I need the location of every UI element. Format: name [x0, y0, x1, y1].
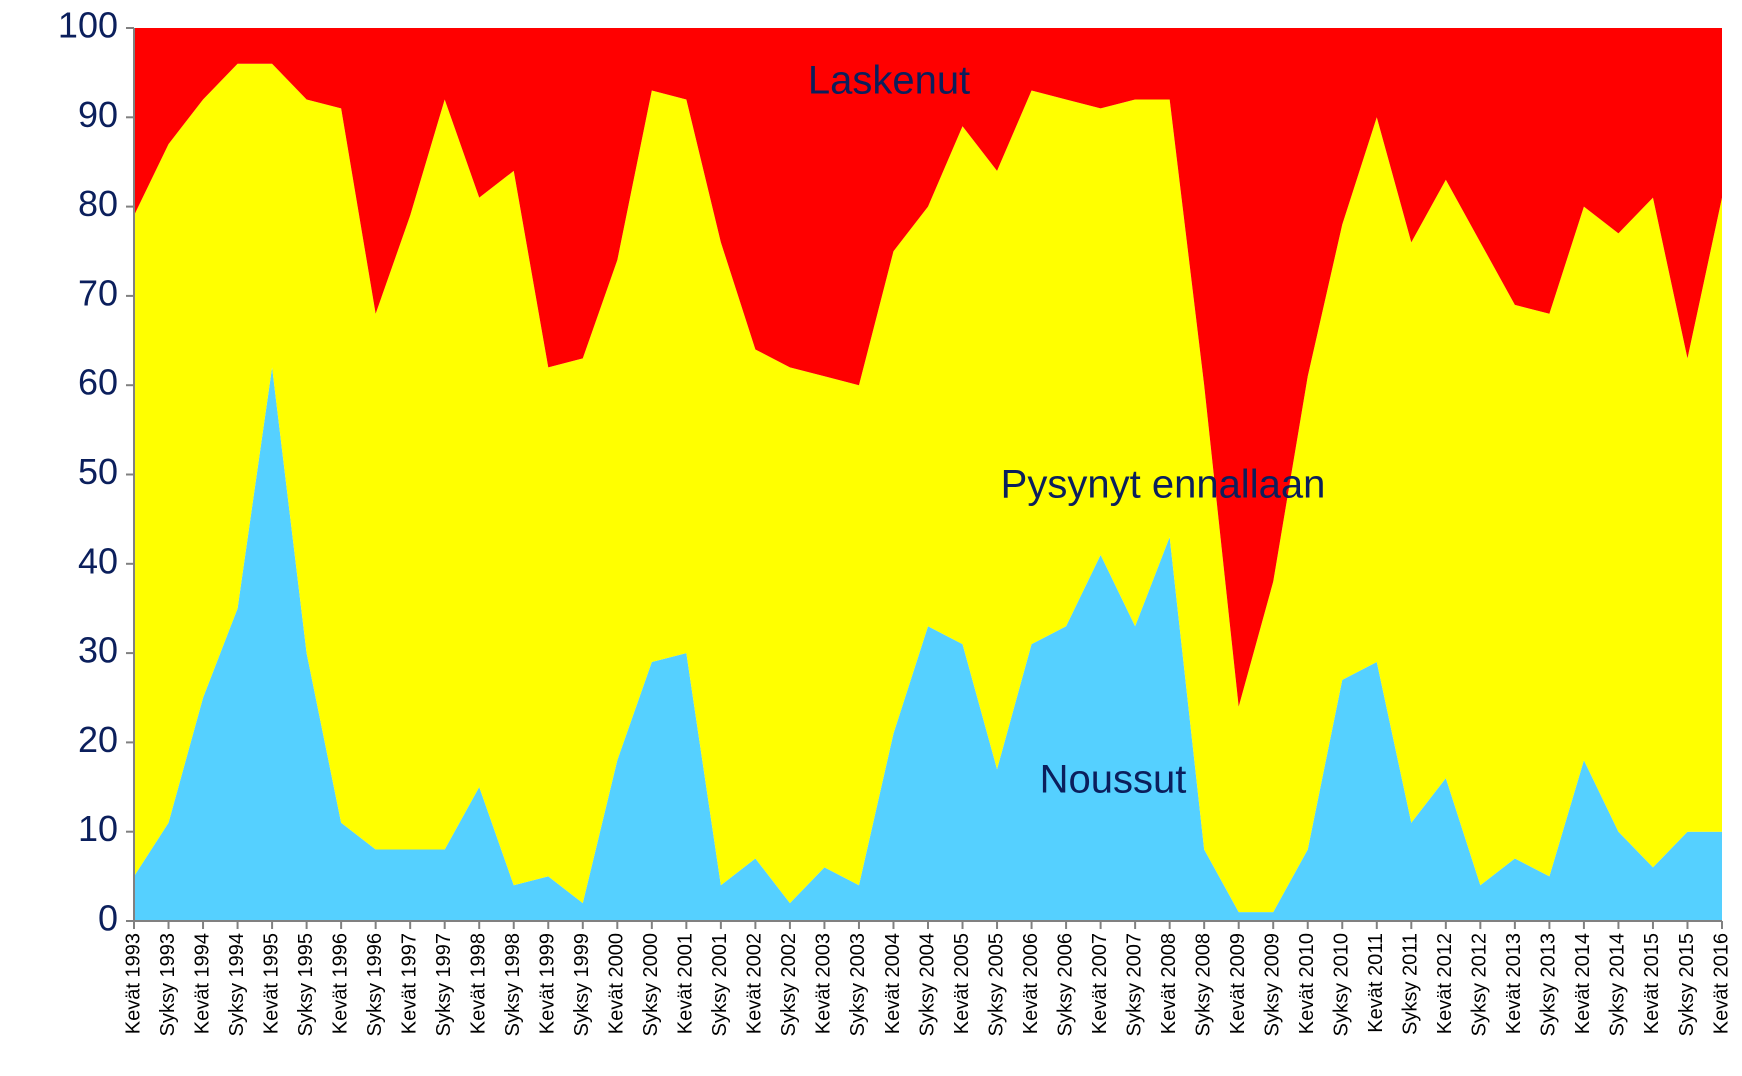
x-tick-label: Syksy 2008 [1192, 933, 1214, 1036]
x-tick-label: Syksy 1994 [226, 933, 248, 1036]
x-tick-label: Kevät 2005 [951, 933, 973, 1034]
x-tick-label: Syksy 2002 [778, 933, 800, 1036]
y-tick-label: 10 [78, 808, 118, 849]
x-tick-label: Syksy 2004 [916, 933, 938, 1036]
x-tick-label: Kevät 2001 [675, 933, 697, 1034]
x-tick-label: Kevät 2015 [1641, 933, 1663, 1034]
x-tick-label: Kevät 1993 [122, 933, 144, 1034]
area-label: Laskenut [808, 59, 970, 103]
x-tick-label: Syksy 2009 [1261, 933, 1283, 1036]
x-tick-label: Kevät 2003 [813, 933, 835, 1034]
x-tick-label: Kevät 1998 [467, 933, 489, 1034]
y-tick-label: 80 [78, 183, 118, 224]
x-tick-label: Syksy 1996 [364, 933, 386, 1036]
y-tick-label: 50 [78, 451, 118, 492]
x-tick-label: Syksy 2001 [709, 933, 731, 1036]
y-tick-label: 30 [78, 630, 118, 671]
x-tick-label: Syksy 1997 [433, 933, 455, 1036]
area [134, 28, 1722, 707]
x-tick-label: Syksy 1993 [157, 933, 179, 1036]
x-tick-label: Kevät 2011 [1365, 933, 1387, 1033]
y-tick-label: 0 [98, 898, 118, 939]
x-tick-label: Syksy 2012 [1469, 933, 1491, 1036]
y-tick-label: 20 [78, 719, 118, 760]
x-tick-label: Kevät 2009 [1227, 933, 1249, 1034]
x-tick-label: Kevät 2000 [606, 933, 628, 1034]
y-tick-label: 70 [78, 272, 118, 313]
x-tick-label: Kevät 1999 [537, 933, 559, 1034]
x-tick-label: Kevät 2016 [1710, 933, 1732, 1034]
area [134, 367, 1722, 922]
x-tick-label: Kevät 1997 [398, 933, 420, 1034]
x-tick-label: Syksy 2003 [847, 933, 869, 1036]
y-tick-label: 90 [78, 94, 118, 135]
x-tick-label: Syksy 1998 [502, 933, 524, 1036]
area-label: Noussut [1040, 758, 1187, 802]
x-tick-label: Syksy 2005 [985, 933, 1007, 1036]
x-tick-label: Kevät 2007 [1089, 933, 1111, 1034]
x-tick-label: Kevät 2006 [1020, 933, 1042, 1034]
x-tick-label: Kevät 1994 [191, 933, 213, 1034]
x-tick-label: Kevät 2010 [1296, 933, 1318, 1034]
x-tick-label: Syksy 1999 [571, 933, 593, 1036]
x-tick-label: Syksy 2015 [1676, 933, 1698, 1036]
x-tick-label: Kevät 2014 [1572, 933, 1594, 1034]
x-tick-label: Syksy 2011 [1400, 933, 1422, 1035]
y-tick-label: 60 [78, 362, 118, 403]
x-tick-label: Syksy 2006 [1054, 933, 1076, 1036]
x-tick-label: Syksy 1995 [295, 933, 317, 1036]
area [134, 63, 1722, 913]
x-tick-label: Syksy 2007 [1123, 933, 1145, 1036]
x-tick-label: Kevät 2004 [882, 933, 904, 1034]
x-tick-label: Syksy 2010 [1331, 933, 1353, 1036]
x-tick-label: Kevät 1995 [260, 933, 282, 1034]
y-tick-label: 40 [78, 540, 118, 581]
x-tick-label: Kevät 2008 [1158, 933, 1180, 1034]
x-tick-label: Syksy 2013 [1538, 933, 1560, 1036]
area-label: Pysynyt ennallaan [1001, 463, 1326, 507]
x-tick-label: Kevät 2013 [1503, 933, 1525, 1034]
x-tick-label: Kevät 2012 [1434, 933, 1456, 1034]
x-tick-label: Kevät 1996 [329, 933, 351, 1034]
x-tick-label: Syksy 2000 [640, 933, 662, 1036]
y-tick-label: 100 [58, 5, 118, 46]
x-tick-label: Kevät 2002 [744, 933, 766, 1034]
x-tick-label: Syksy 2014 [1607, 933, 1629, 1036]
